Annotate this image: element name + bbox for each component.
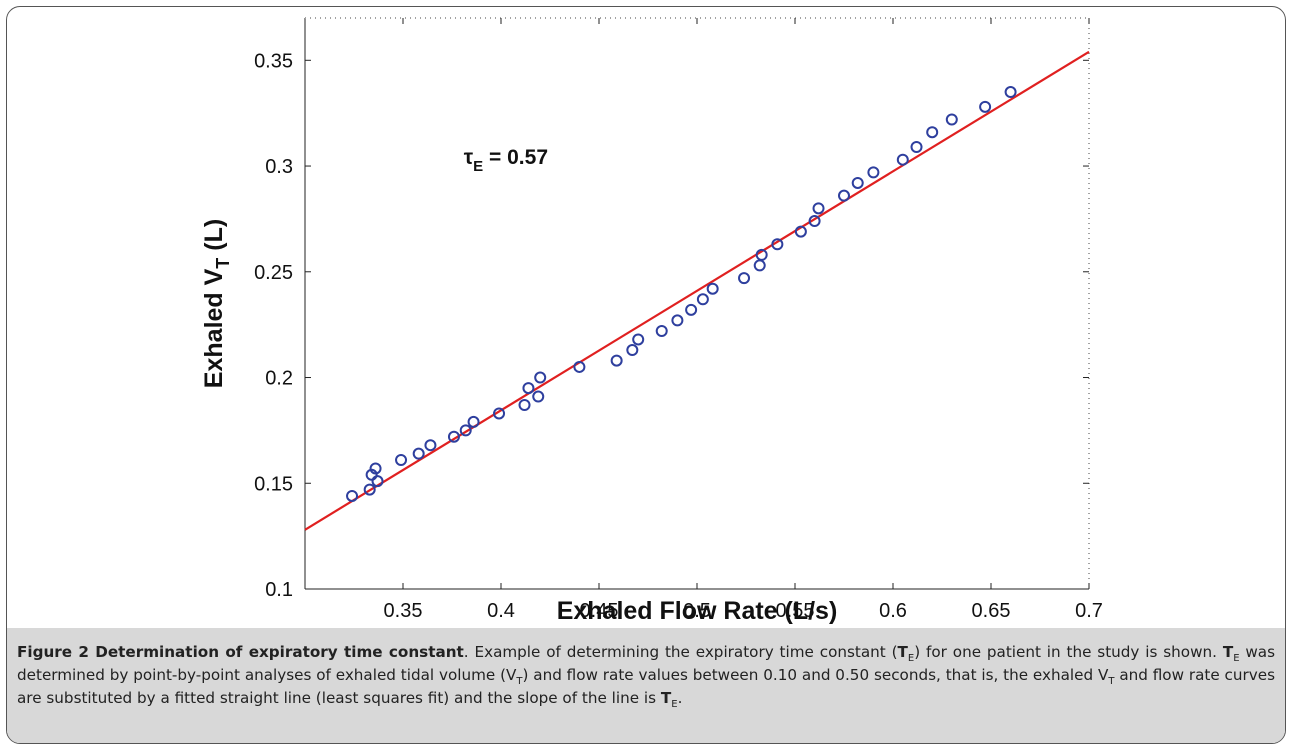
y-tick-label: 0.3	[265, 156, 293, 178]
caption-fragment: T	[1222, 643, 1234, 661]
x-tick-label: 0.45	[580, 600, 619, 622]
data-point	[424, 439, 437, 452]
y-tick-label: 0.25	[254, 262, 293, 284]
caption-fragment: ) for one patient in the study is shown.	[914, 643, 1223, 661]
data-point	[522, 382, 535, 395]
data-point	[395, 453, 408, 466]
caption-background	[7, 628, 1285, 743]
data-point	[706, 282, 719, 295]
caption-fragment: .	[677, 689, 683, 707]
x-tick-label: 0.5	[683, 600, 711, 622]
x-tick-label: 0.65	[972, 600, 1011, 622]
x-tick-label: 0.7	[1075, 600, 1103, 622]
data-point	[945, 113, 958, 126]
data-point	[626, 344, 639, 357]
caption-fragment: T	[660, 689, 672, 707]
figure-frame	[6, 6, 1286, 744]
caption-fragment: E	[671, 699, 678, 711]
y-axis-label: Exhaled VT (L)	[200, 219, 233, 388]
caption-text: . Example of determining the expiratory …	[17, 643, 1276, 711]
fit-line	[304, 50, 1090, 531]
data-point	[755, 248, 768, 261]
y-tick-label: 0.35	[254, 50, 293, 72]
caption-fragment: was determined by point-by-point analyse…	[17, 643, 1276, 684]
data-point	[532, 390, 545, 403]
data-point	[412, 447, 425, 460]
data-point	[979, 100, 992, 113]
data-point	[771, 238, 784, 251]
caption-fragment: . Example of determining the expiratory …	[463, 643, 898, 661]
data-point	[910, 141, 923, 154]
y-tick-label: 0.15	[254, 473, 293, 495]
data-point	[696, 293, 709, 306]
data-point	[926, 126, 939, 139]
caption-fragment: ) and flow rate values between 0.10 and …	[522, 666, 1109, 684]
data-point	[671, 314, 684, 327]
data-point	[632, 333, 645, 346]
caption-fragment: and flow rate curves are substituted by …	[17, 666, 1276, 707]
data-point	[534, 371, 547, 384]
data-point	[610, 354, 623, 367]
data-point	[738, 272, 751, 285]
data-point	[371, 475, 384, 488]
y-tick-label: 0.1	[265, 579, 293, 601]
data-point	[812, 202, 825, 215]
data-point	[518, 399, 531, 412]
x-axis-label: Exhaled Flow Rate (L/s)	[557, 597, 838, 625]
figure-caption: Figure 2 Determination of expiratory tim…	[17, 641, 1275, 710]
caption-fragment: T	[897, 643, 908, 661]
data-point	[447, 430, 460, 443]
caption-fragment: T	[516, 676, 523, 688]
x-tick-label: 0.4	[487, 600, 515, 622]
data-point	[467, 415, 480, 428]
data-point	[493, 407, 506, 420]
data-point	[838, 189, 850, 202]
data-point	[808, 215, 821, 228]
data-point	[363, 483, 376, 496]
caption-fragment: T	[1108, 676, 1115, 688]
data-point	[685, 303, 698, 316]
scatter-plot: 0.35 0.4 0.45 0.5 0.55 0.6 0.65 0.7 0.1 0.15 0.2 0.…	[200, 17, 1103, 625]
caption-fragment: E	[907, 653, 915, 665]
caption-fragment: E	[1233, 653, 1240, 665]
data-point	[346, 489, 359, 502]
x-tick-label: 0.35	[384, 600, 423, 622]
caption-title: Figure 2 Determination of expiratory tim…	[17, 643, 464, 661]
y-tick-label: 0.2	[265, 368, 293, 390]
data-point	[867, 166, 880, 179]
data-point	[369, 462, 382, 475]
data-point	[794, 225, 807, 238]
data-point	[851, 176, 864, 189]
data-point	[1004, 86, 1017, 99]
data-point	[573, 360, 586, 373]
x-tick-label: 0.6	[879, 600, 907, 622]
data-point	[896, 153, 909, 166]
plot-area-border	[304, 17, 1090, 590]
data-point	[753, 259, 766, 272]
data-point	[459, 424, 472, 437]
x-tick-label: 0.55	[776, 600, 815, 622]
data-point	[655, 324, 668, 337]
tau-annotation: τE = 0.57	[464, 146, 548, 175]
